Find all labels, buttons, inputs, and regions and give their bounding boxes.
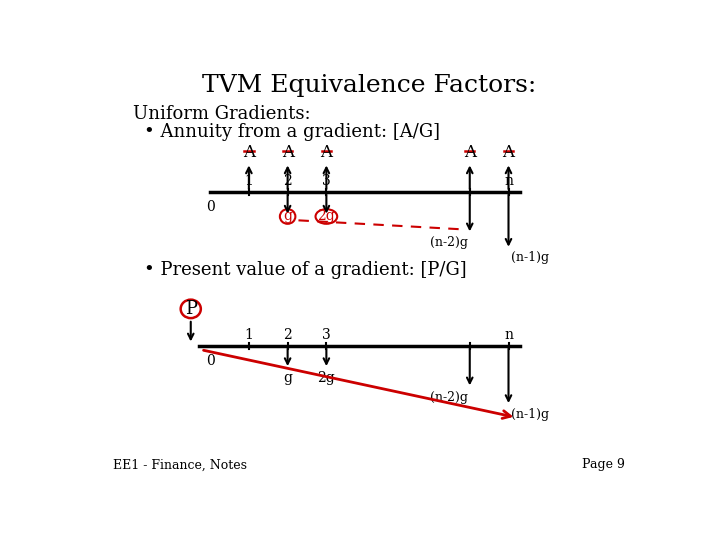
Text: Uniform Gradients:: Uniform Gradients: (132, 105, 310, 123)
Text: P: P (185, 300, 197, 318)
Text: EE1 - Finance, Notes: EE1 - Finance, Notes (113, 458, 247, 471)
Text: A: A (464, 144, 476, 161)
Text: A: A (320, 144, 333, 161)
Text: (n-2)g: (n-2)g (431, 390, 468, 403)
Text: • Annuity from a gradient: [A/G]: • Annuity from a gradient: [A/G] (144, 123, 440, 140)
Text: g: g (283, 372, 292, 385)
Text: A: A (503, 144, 515, 161)
Text: • Present value of a gradient: [P/G]: • Present value of a gradient: [P/G] (144, 261, 467, 279)
Text: A: A (243, 144, 255, 161)
Text: Page 9: Page 9 (582, 458, 625, 471)
Text: (n-1)g: (n-1)g (510, 408, 549, 421)
Text: n: n (504, 328, 513, 342)
Text: 0: 0 (206, 354, 215, 368)
Text: 1: 1 (244, 328, 253, 342)
Text: 3: 3 (322, 174, 330, 188)
Text: 2g: 2g (318, 210, 336, 224)
Text: g: g (283, 210, 292, 224)
Text: 3: 3 (322, 328, 330, 342)
Text: 2: 2 (283, 328, 292, 342)
Text: 0: 0 (206, 200, 215, 213)
Text: (n-1)g: (n-1)g (510, 251, 549, 264)
Text: n: n (504, 174, 513, 188)
Text: A: A (282, 144, 294, 161)
Text: (n-2)g: (n-2)g (431, 236, 468, 249)
Text: 1: 1 (244, 174, 253, 188)
Text: TVM Equivalence Factors:: TVM Equivalence Factors: (202, 74, 536, 97)
Text: 2g: 2g (318, 372, 336, 385)
Text: 2: 2 (283, 174, 292, 188)
